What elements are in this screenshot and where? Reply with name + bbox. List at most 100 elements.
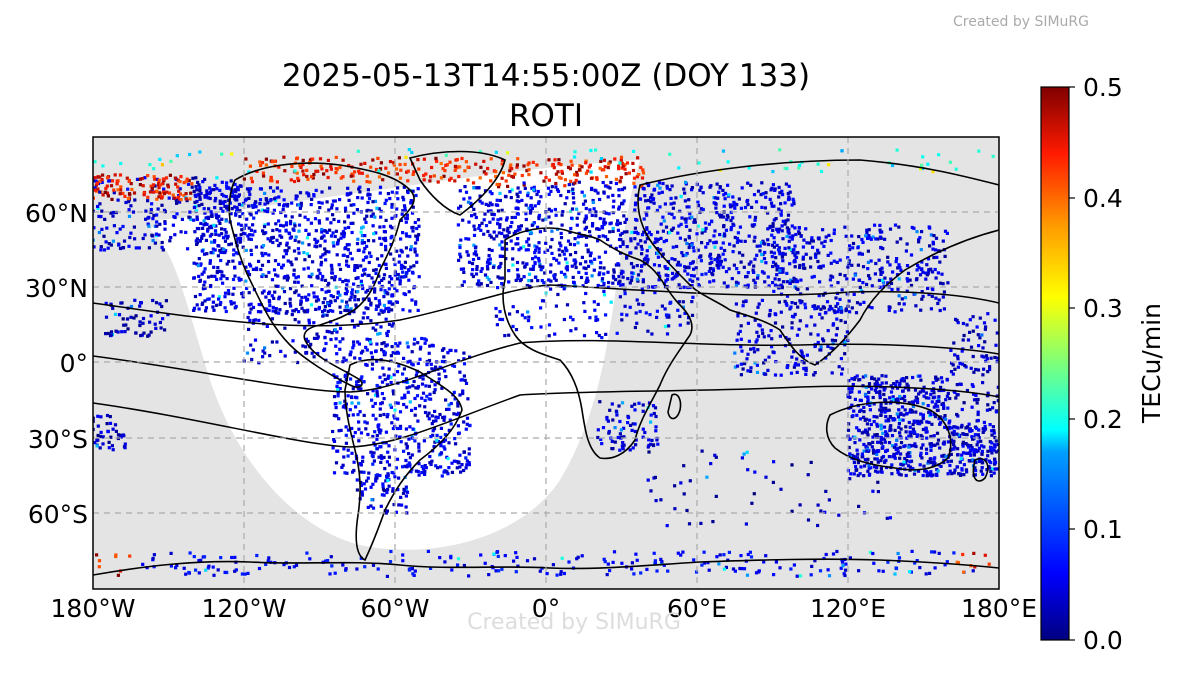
roti-data-point: [247, 291, 251, 295]
roti-data-point: [980, 458, 984, 462]
roti-data-point: [961, 451, 966, 455]
roti-data-point: [867, 305, 871, 309]
roti-data-point: [473, 212, 477, 216]
roti-data-point: [375, 257, 380, 261]
roti-data-point: [962, 401, 966, 405]
roti-data-point: [212, 188, 216, 192]
roti-data-point: [890, 472, 894, 476]
roti-data-point: [273, 197, 277, 201]
roti-data-point: [504, 195, 508, 199]
roti-data-point: [832, 231, 836, 236]
roti-data-point: [773, 277, 777, 281]
roti-data-point: [863, 430, 868, 434]
roti-data-point: [784, 301, 788, 305]
roti-data-point: [931, 473, 935, 477]
roti-data-point: [913, 442, 917, 446]
roti-data-point: [985, 468, 989, 472]
roti-data-point: [127, 244, 131, 248]
roti-data-point: [802, 366, 806, 371]
roti-data-point: [179, 230, 183, 234]
roti-data-point: [966, 451, 970, 455]
roti-data-point: [234, 198, 238, 202]
roti-data-point: [609, 180, 613, 185]
roti-data-point: [379, 242, 383, 246]
roti-data-point: [384, 266, 388, 270]
roti-data-point: [848, 452, 852, 456]
roti-data-point: [253, 318, 257, 322]
roti-data-point: [344, 425, 348, 429]
roti-data-point: [932, 461, 936, 465]
roti-data-point: [512, 559, 516, 563]
roti-data-point: [683, 217, 687, 221]
roti-data-point: [213, 248, 217, 252]
roti-data-point: [380, 456, 384, 461]
roti-data-point: [657, 278, 661, 282]
roti-data-point: [104, 315, 109, 319]
roti-data-point: [771, 260, 776, 264]
roti-data-point: [844, 308, 848, 312]
roti-data-point: [322, 234, 326, 238]
roti-data-point: [229, 300, 233, 304]
roti-data-point: [390, 205, 394, 209]
roti-data-point: [454, 349, 458, 353]
roti-data-point: [404, 485, 408, 489]
roti-data-point: [884, 381, 888, 385]
roti-data-point: [667, 313, 671, 317]
roti-data-point: [421, 391, 426, 395]
roti-data-point: [932, 457, 936, 461]
roti-data-point: [524, 203, 528, 207]
roti-data-point: [374, 231, 378, 235]
roti-data-point: [612, 270, 616, 274]
roti-data-point: [920, 230, 924, 234]
roti-data-point: [96, 206, 100, 210]
roti-data-point: [245, 217, 249, 221]
roti-data-point: [607, 212, 611, 216]
roti-data-point: [380, 392, 384, 396]
roti-data-point: [369, 351, 373, 355]
roti-data-point: [602, 557, 606, 561]
roti-data-point: [775, 243, 779, 247]
roti-data-point: [518, 190, 522, 194]
roti-data-point: [289, 219, 293, 223]
roti-data-point: [441, 415, 445, 420]
roti-data-point: [867, 234, 871, 238]
roti-data-point: [723, 191, 728, 195]
roti-data-point: [354, 383, 359, 387]
roti-data-point: [429, 462, 433, 467]
roti-data-point: [590, 224, 595, 228]
roti-data-point: [427, 358, 432, 363]
roti-data-point: [715, 211, 719, 215]
roti-data-point: [522, 181, 526, 185]
roti-data-point: [692, 249, 696, 253]
roti-data-point: [288, 236, 292, 240]
roti-data-point: [397, 503, 401, 507]
roti-data-point: [389, 405, 393, 409]
roti-data-point: [367, 197, 372, 201]
roti-data-point: [121, 246, 126, 250]
roti-data-point: [524, 217, 528, 222]
roti-data-point: [460, 463, 464, 467]
roti-data-point: [663, 324, 668, 329]
roti-data-point: [602, 293, 607, 297]
roti-data-point: [664, 225, 669, 229]
roti-data-point: [529, 231, 534, 235]
roti-data-point: [323, 335, 327, 339]
roti-data-point: [751, 268, 755, 272]
roti-data-point: [793, 363, 797, 367]
roti-data-point: [799, 234, 803, 238]
roti-data-point: [378, 236, 382, 240]
roti-data-point: [884, 406, 888, 410]
roti-data-point: [612, 199, 616, 203]
roti-data-point: [861, 240, 865, 244]
roti-data-point: [772, 251, 776, 255]
roti-data-point: [600, 336, 604, 340]
roti-data-point: [842, 572, 846, 576]
roti-data-point: [973, 433, 977, 437]
roti-data-point: [385, 333, 389, 338]
roti-data-point: [915, 268, 919, 272]
roti-data-point: [466, 253, 470, 257]
roti-data-point: [443, 415, 447, 419]
roti-data-point: [607, 280, 611, 285]
roti-data-point: [117, 243, 121, 247]
roti-data-point: [332, 244, 336, 248]
